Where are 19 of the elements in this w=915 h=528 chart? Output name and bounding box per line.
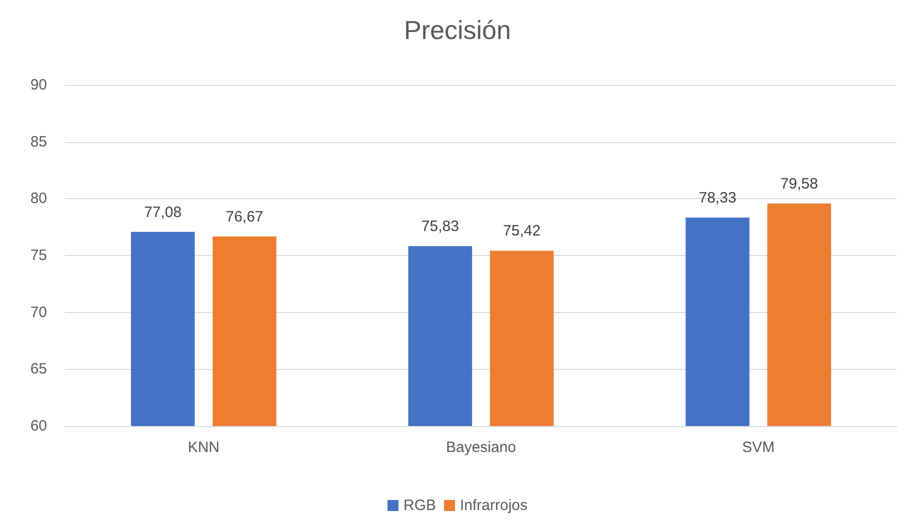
x-tick-label: Bayesiano <box>446 439 516 456</box>
data-label: 79,58 <box>780 175 818 192</box>
y-tick-label: 70 <box>30 304 47 321</box>
y-tick-label: 90 <box>30 76 47 94</box>
data-label: 77,08 <box>144 204 182 221</box>
y-tick-label: 85 <box>30 133 47 150</box>
data-label: 75,42 <box>503 222 541 240</box>
x-tick-label: KNN <box>188 439 220 456</box>
data-label: 75,83 <box>421 218 459 236</box>
legend-label: Infrarrojos <box>460 497 528 514</box>
legend-label: RGB <box>403 497 436 514</box>
data-label: 78,33 <box>698 190 736 207</box>
y-tick-label: 60 <box>30 418 47 434</box>
chart-title: Precisión <box>404 15 511 45</box>
data-label: 76,67 <box>226 208 264 226</box>
y-tick-label: 75 <box>30 247 47 264</box>
y-tick-label: 80 <box>30 190 47 208</box>
y-tick-label: 65 <box>30 360 47 378</box>
x-tick-label: SVM <box>742 439 775 456</box>
